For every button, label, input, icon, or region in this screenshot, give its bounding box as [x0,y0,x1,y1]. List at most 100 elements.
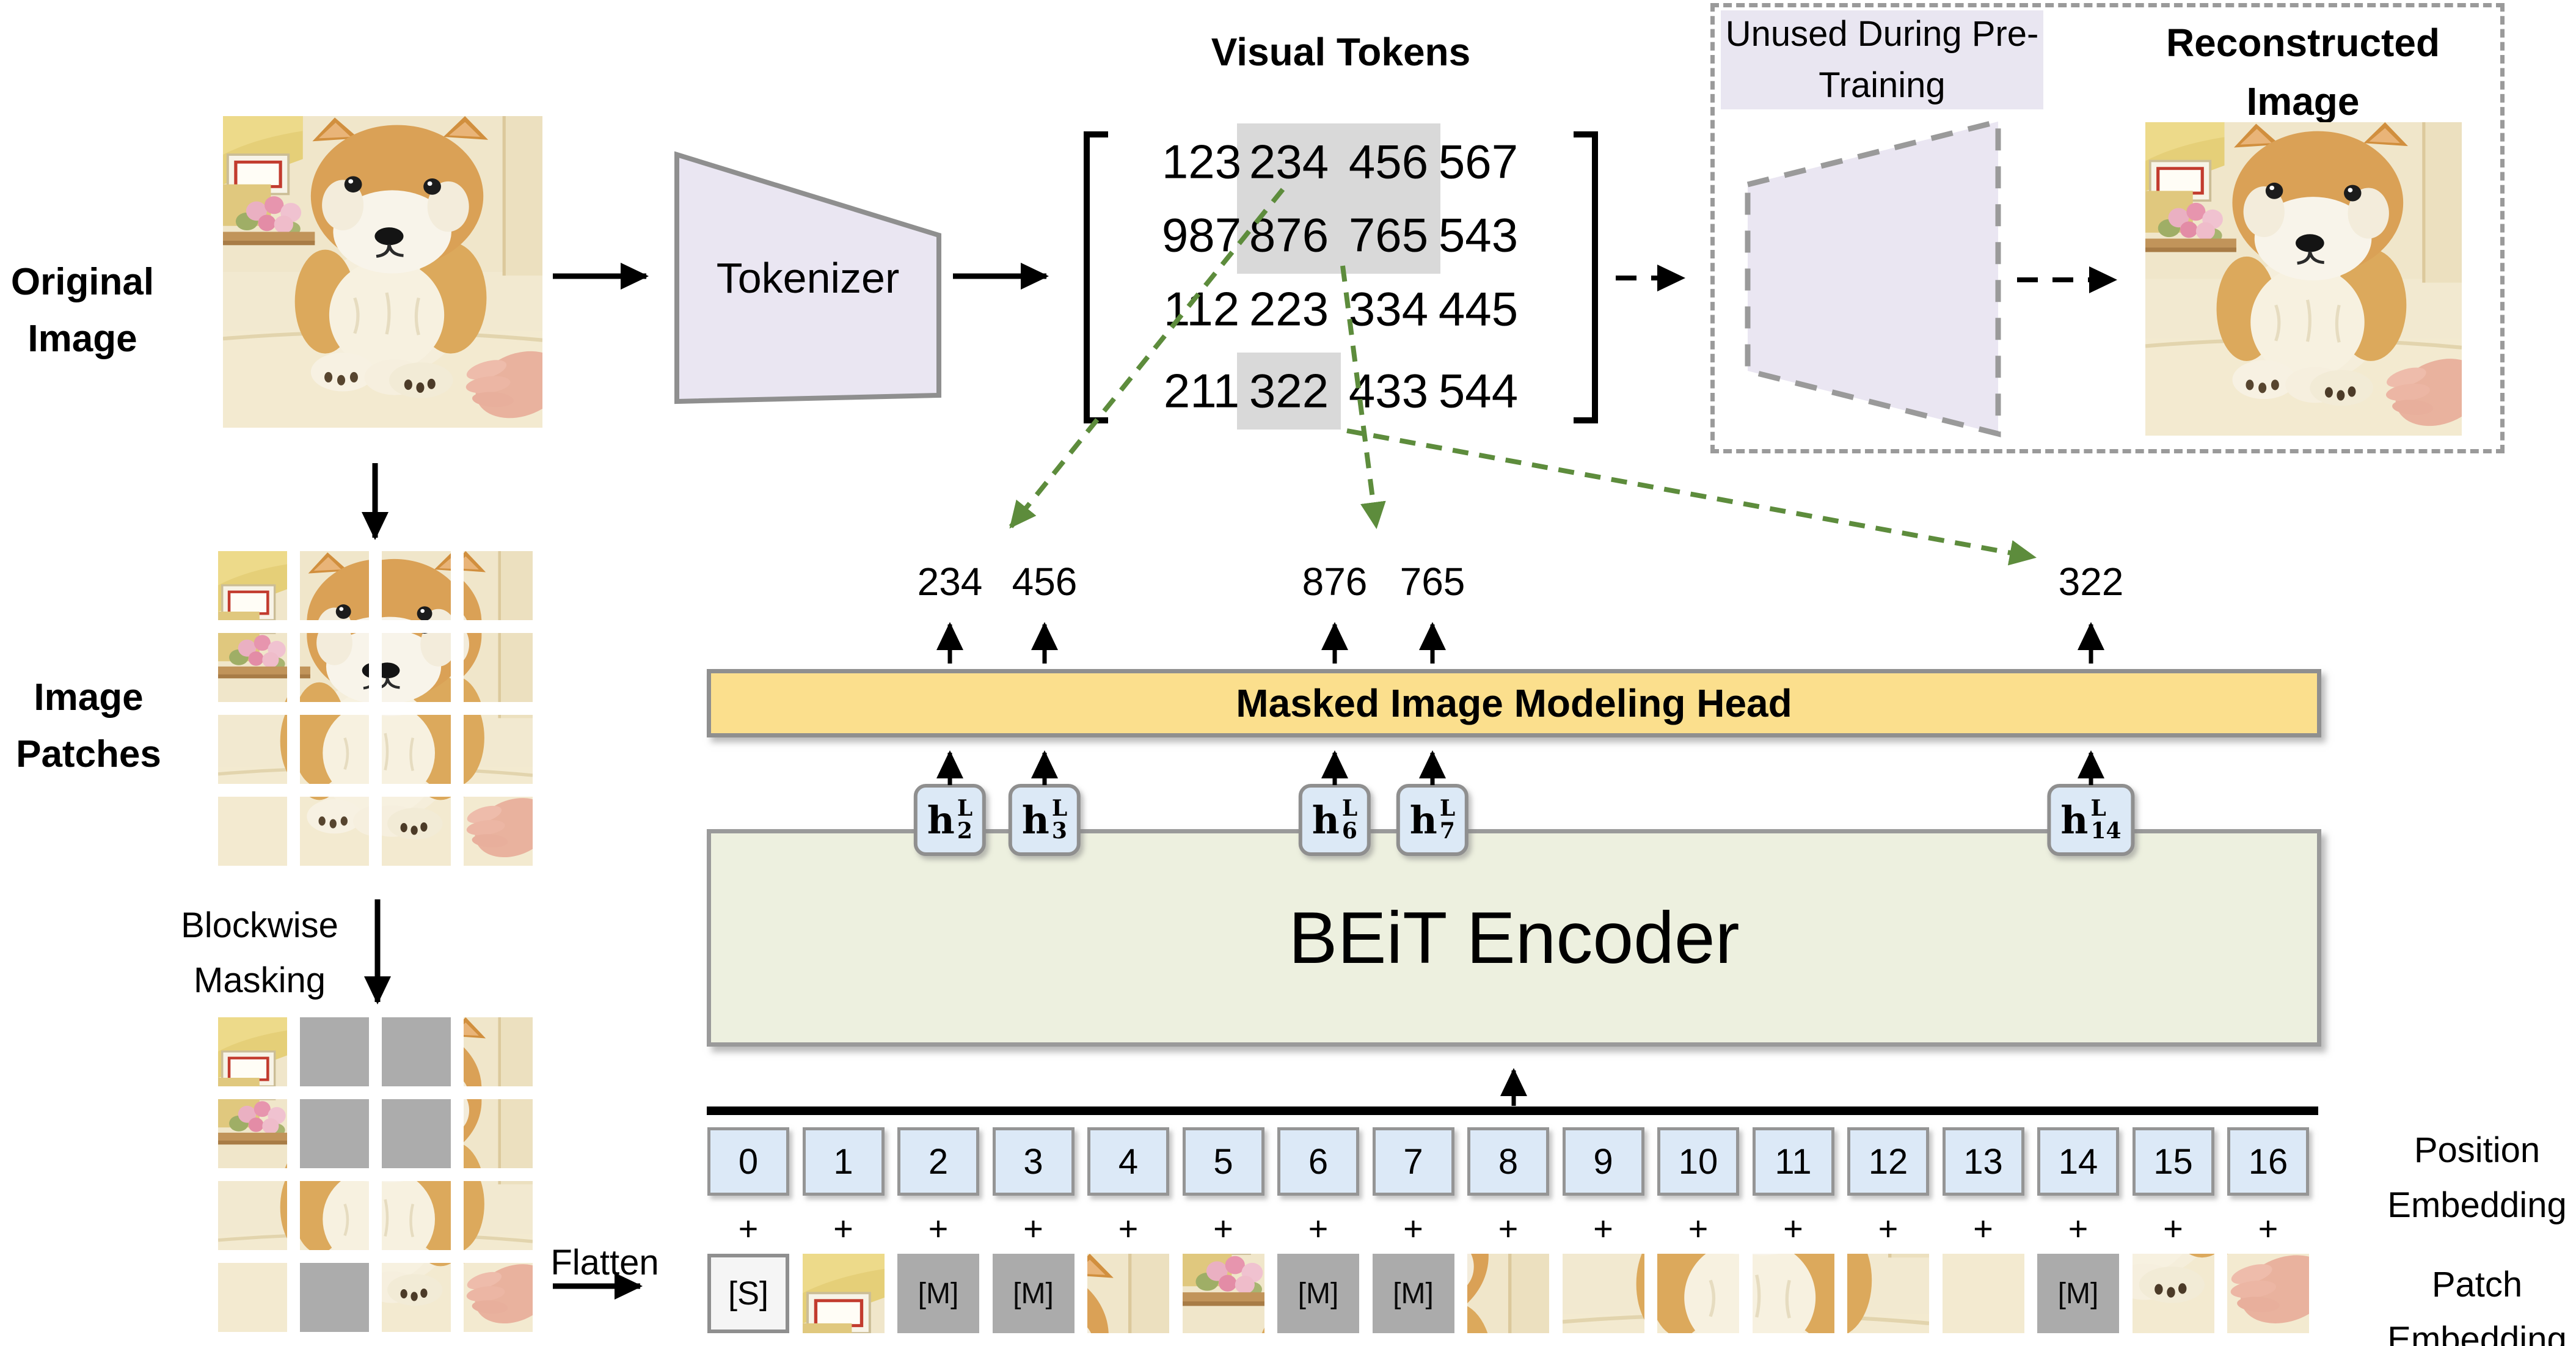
plus-sign: + [2068,1209,2089,1248]
visual-token: 322 [1249,364,1329,418]
h-symbol: h [2060,797,2089,843]
h-subscript: 14 [2090,818,2122,844]
plus-sign: + [1403,1209,1423,1248]
visual-token: 543 [1438,208,1519,262]
plus-sign: + [1688,1209,1709,1248]
visual-token: 544 [1438,364,1519,418]
blockwise-masking-label: Blockwise Masking [181,905,338,1000]
visual-token-highlight [1237,123,1341,200]
image-patch-12 [464,715,533,784]
predicted-tokens-row: 234 456 876 765 322 [0,559,2576,608]
masked-patch-3 [382,1017,451,1086]
visual-token: 112 [1163,282,1240,336]
position-embedding-2: 2 [897,1127,979,1196]
position-embedding-row: 0 1 2 3 4 5 6 7 8 9 10 11 12 13 14 15 16 [707,1127,2309,1196]
plus-sign: + [1878,1209,1899,1248]
plus-sign: + [928,1209,949,1248]
masked-patch-9 [218,1181,287,1250]
visual-token: 876 [1249,208,1329,262]
h-superscript: L [957,796,973,822]
visual-token: 567 [1438,134,1519,189]
plus-sign: + [1023,1209,1043,1248]
tokenizer-shape [674,151,941,404]
unused-pretraining-label: Unused During Pre-Training [1721,10,2043,109]
predicted-token: 765 [1399,560,1465,604]
patch-thumbnail-16 [2227,1254,2309,1333]
special-token-s: [S] [707,1254,789,1333]
position-embedding-11: 11 [1752,1127,1834,1196]
visual-token: 987 [1161,208,1242,262]
predicted-token: 234 [917,560,983,604]
h-superscript: L [1051,796,1068,822]
mask-token: [M] [992,1254,1075,1333]
flatten-label: Flatten [550,1243,659,1282]
visual-token: 456 [1348,134,1429,189]
visual-token: 223 [1249,282,1329,336]
plus-sign: + [1783,1209,1803,1248]
plus-row: + + + + + + + + + + + + + + + + + [707,1209,2309,1248]
position-embedding-15: 15 [2132,1127,2214,1196]
mask-token: [M] [897,1254,979,1333]
masked-patch-8 [464,1099,533,1168]
position-embedding-8: 8 [1467,1127,1549,1196]
masked-patch-1 [218,1017,287,1086]
patch-thumbnail-5 [1183,1254,1264,1333]
position-embedding-6: 6 [1277,1127,1359,1196]
patch-thumbnail-13 [1943,1254,2024,1333]
patch-embedding-row: [S] [M] [M] [M] [M] [M] [707,1254,2309,1333]
h-superscript: L [1341,796,1358,822]
masked-patch-7 [382,1099,451,1168]
masked-patch-14 [300,1263,369,1332]
image-patches-label: Image Patches [16,676,161,775]
patch-thumbnail-11 [1753,1254,1834,1333]
mim-head: Masked Image Modeling Head [707,669,2321,737]
masked-patch-2 [300,1017,369,1086]
image-patch-8 [464,633,533,702]
h-superscript: L [2090,796,2106,822]
beit-encoder: BEiT Encoder [707,829,2321,1047]
plus-sign: + [1213,1209,1233,1248]
visual-tokens-title: Visual Tokens [1211,30,1471,74]
reconstructed-image [2145,122,2462,436]
masked-patch-15 [382,1263,451,1332]
tokenizer-label: Tokenizer [716,254,900,302]
visual-token: 433 [1348,364,1429,418]
position-embedding-12: 12 [1847,1127,1929,1196]
mask-overlay [300,1263,369,1332]
visual-token: 445 [1438,282,1519,336]
matrix-right-bracket [1574,131,1598,423]
masked-patch-10 [300,1181,369,1250]
h-symbol: h [927,797,955,843]
image-patch-13 [218,797,287,866]
unused-pretraining-box [1710,3,2505,453]
visual-token: 334 [1348,282,1429,336]
plus-sign: + [2163,1209,2183,1248]
plus-sign: + [2258,1209,2279,1248]
mim-head-label: Masked Image Modeling Head [1236,681,1792,725]
beit-encoder-label: BEiT Encoder [1288,897,1740,979]
position-embedding-9: 9 [1562,1127,1644,1196]
image-patch-16 [464,797,533,866]
h-subscript: 2 [957,818,972,844]
mask-token: [M] [1372,1254,1454,1333]
image-patch-11 [382,715,451,784]
position-embedding-13: 13 [1942,1127,2024,1196]
plus-sign: + [1498,1209,1519,1248]
visual-token: 234 [1249,134,1329,189]
patch-thumbnail-9 [1563,1254,1644,1333]
patch-thumbnail-15 [2133,1254,2214,1333]
image-patch-7 [382,633,451,702]
h-scripts: L 14 [2090,797,2121,842]
hidden-state-h14: h L 14 [2047,784,2135,856]
mask-overlay [382,1099,451,1168]
visual-token-highlight [1337,123,1440,200]
matrix-cells: 123 234 456 567 987 876 765 543 112 223 334 445 211 3… [1081,122,1600,430]
reconstructed-image-label: Reconstructed Image [2166,21,2440,123]
image-patch-6 [300,633,369,702]
